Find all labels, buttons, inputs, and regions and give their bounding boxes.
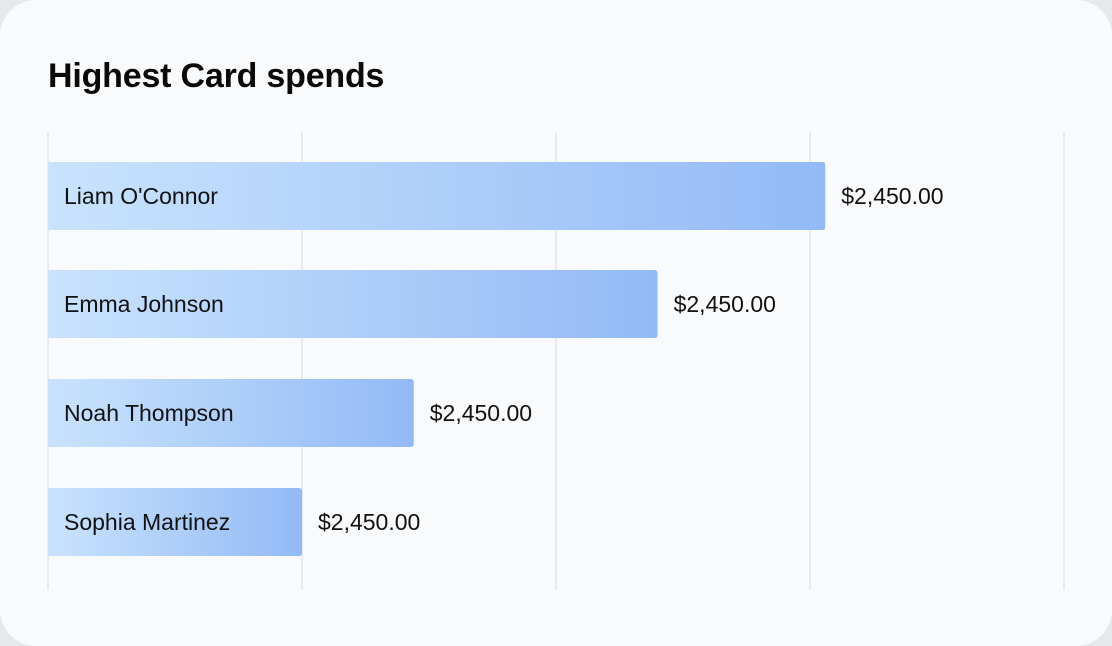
card-title: Highest Card spends [48, 57, 385, 95]
bar-category-label: Emma Johnson [64, 291, 224, 317]
bar-category-label: Liam O'Connor [64, 183, 218, 209]
bar-value-label: $2,450.00 [318, 509, 420, 535]
bar-value-label: $2,450.00 [841, 183, 943, 209]
bar-1 [48, 162, 826, 230]
bar-category-label: Noah Thompson [64, 400, 234, 426]
labels: Liam O'Connor $2,450.00 Emma Johnson $2,450… [64, 183, 944, 535]
bar-3 [48, 379, 414, 447]
bar-4 [48, 488, 302, 556]
bar-2 [48, 270, 658, 338]
bar-value-label: $2,450.00 [674, 291, 776, 317]
bar-value-label: $2,450.00 [430, 400, 532, 426]
bars [48, 162, 826, 556]
bar-category-label: Sophia Martinez [64, 509, 230, 535]
